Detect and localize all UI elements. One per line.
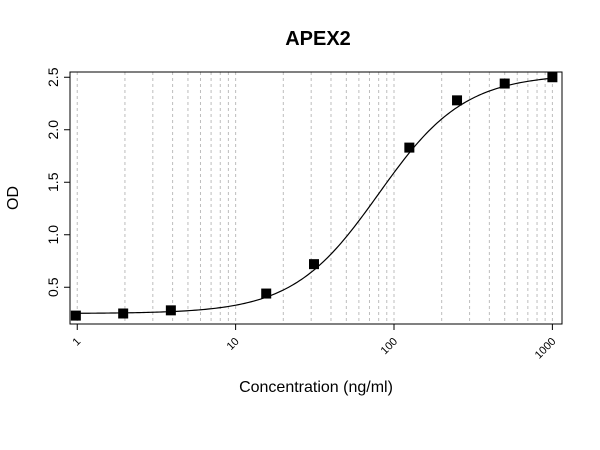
x-axis-label: Concentration (ng/ml)	[239, 379, 393, 396]
y-tick-label: 1.5	[45, 172, 61, 192]
x-tick-label: 10	[225, 336, 242, 353]
y-tick-label: 2.0	[45, 120, 61, 140]
y-tick-label: 0.5	[45, 277, 61, 297]
data-point	[70, 310, 81, 321]
data-point	[547, 72, 558, 83]
data-point	[404, 142, 415, 153]
x-axis: 1 10 100 1000	[71, 324, 559, 361]
data-point	[261, 288, 272, 299]
plot-frame	[69, 71, 563, 325]
grid-layer	[76, 72, 553, 324]
data-point	[452, 95, 463, 106]
data-point	[165, 305, 176, 316]
y-axis-label: OD	[5, 186, 22, 210]
data-point	[309, 259, 320, 270]
fit-curve	[73, 77, 556, 314]
y-tick-label: 2.5	[45, 67, 61, 87]
data-points	[70, 72, 558, 321]
data-point	[118, 308, 129, 319]
y-axis: 0.5 1.0 1.5 2.0 2.5	[45, 67, 70, 297]
y-tick-label: 1.0	[45, 225, 61, 245]
x-tick-label: 1000	[533, 336, 559, 362]
data-point	[499, 78, 510, 89]
x-tick-label: 1	[71, 336, 84, 349]
x-tick-label: 100	[379, 336, 400, 357]
chart-title: APEX2	[285, 28, 351, 50]
